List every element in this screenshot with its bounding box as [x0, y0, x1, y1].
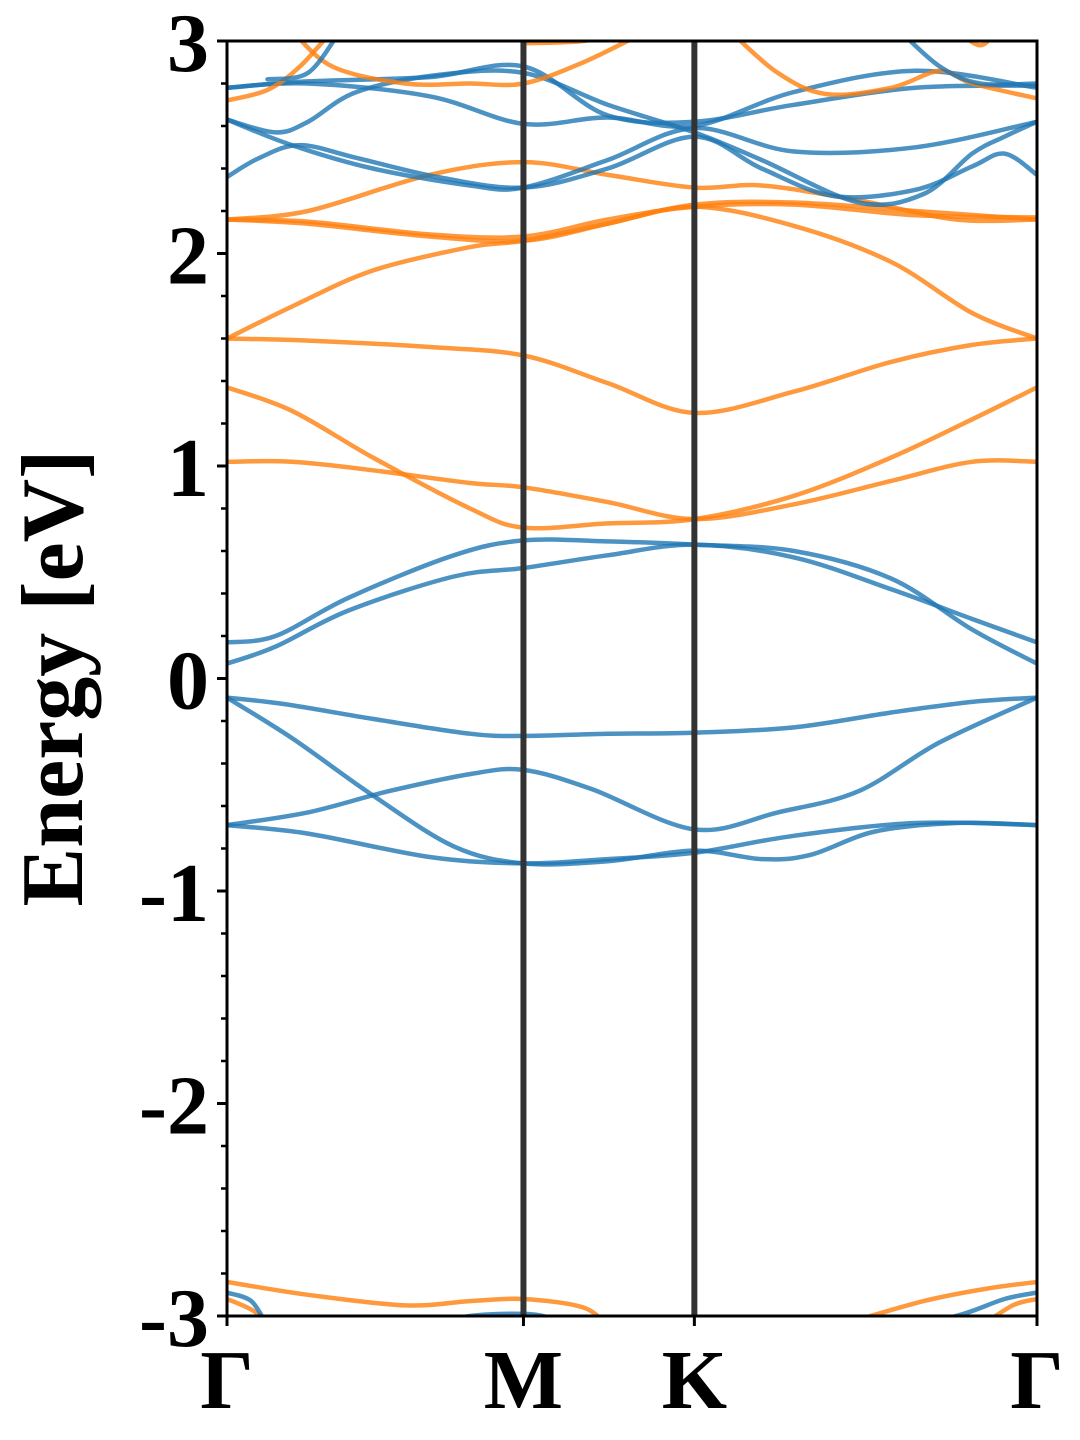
band-line-3 — [227, 695, 1037, 833]
y-axis-label: Energy [eV] — [5, 450, 102, 907]
band-line-12 — [227, 159, 1037, 224]
band-line-5 — [227, 542, 1037, 666]
x-tick-label-1: Γ — [200, 1334, 253, 1427]
y-tick-label: -3 — [139, 1272, 209, 1365]
y-tick-label: -2 — [139, 1060, 209, 1153]
band-lines — [227, 41, 1037, 1316]
band-line-9 — [227, 336, 1037, 416]
band-line-26 — [227, 1279, 601, 1316]
band-line-32 — [991, 1296, 1037, 1316]
y-tick-label: 0 — [167, 635, 209, 728]
y-tick-label: 1 — [167, 422, 209, 515]
y-tick-label: 3 — [167, 0, 209, 90]
band-line-24 — [966, 41, 991, 48]
band-line-28 — [227, 1296, 265, 1316]
band-line-31 — [945, 1290, 1037, 1316]
band-line-23 — [907, 41, 1037, 87]
band-line-30 — [862, 1279, 1037, 1316]
band-line-18 — [227, 62, 1037, 126]
band-line-13 — [227, 201, 1037, 240]
band-line-15 — [227, 68, 1037, 207]
band-line-11 — [227, 199, 1037, 244]
x-tick-label-2: M — [484, 1334, 563, 1427]
band-line-29 — [227, 1290, 265, 1316]
band-line-4 — [227, 820, 1037, 866]
band-line-16 — [227, 117, 1037, 192]
plot-frame — [225, 39, 1039, 1318]
band-line-7 — [227, 458, 1037, 522]
band-line-14 — [227, 134, 1037, 200]
x-tick-label-4: Γ — [1010, 1334, 1063, 1427]
band-line-20 — [298, 41, 633, 88]
y-axis-ticks: 3 2 1 0 -1 -2 -3 — [139, 0, 227, 1365]
band-line-1 — [227, 695, 1037, 739]
y-tick-label: 2 — [167, 210, 209, 303]
x-tick-label-3: K — [662, 1334, 727, 1427]
high-symmetry-lines — [520, 41, 698, 1316]
band-line-8 — [227, 385, 1037, 531]
band-line-21 — [521, 41, 598, 46]
band-line-6 — [227, 537, 1037, 666]
band-line-25 — [265, 41, 337, 82]
y-tick-label: -1 — [139, 847, 209, 940]
